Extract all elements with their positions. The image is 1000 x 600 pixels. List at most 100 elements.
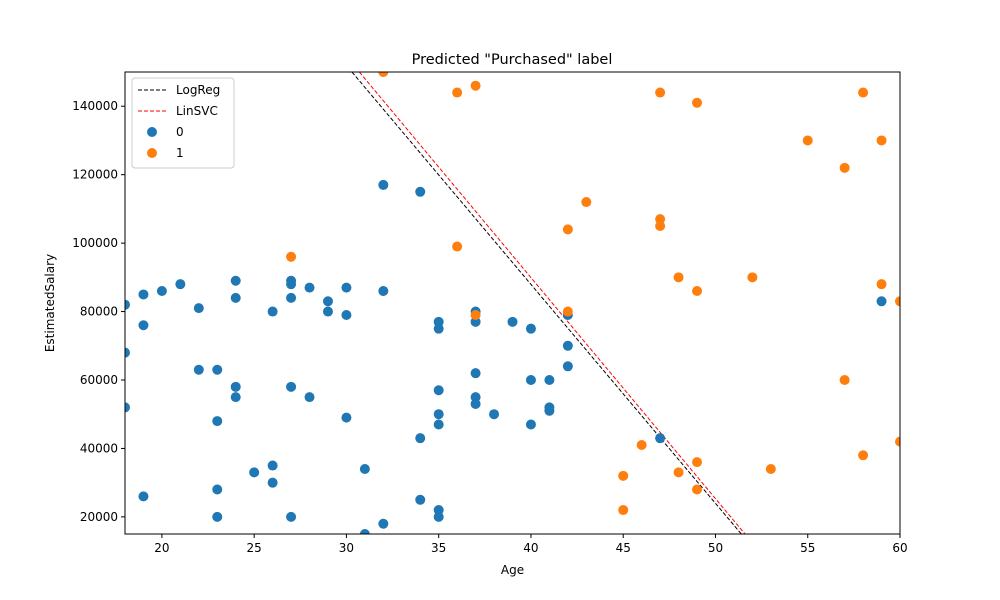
point-class-0: [286, 292, 297, 303]
point-class-0: [138, 320, 149, 331]
point-class-0: [125, 402, 130, 413]
point-class-0: [286, 511, 297, 522]
point-class-0: [341, 282, 352, 293]
point-class-0: [138, 491, 149, 502]
point-class-1: [673, 467, 684, 478]
point-class-0: [415, 433, 426, 444]
legend-label: 1: [176, 146, 184, 160]
point-class-0: [230, 275, 241, 286]
y-tick-label: 140000: [72, 99, 118, 113]
point-class-0: [470, 368, 481, 379]
legend-label: LogReg: [176, 83, 220, 97]
point-class-0: [433, 419, 444, 430]
x-tick-label: 20: [154, 541, 169, 555]
plot-frame: [124, 71, 901, 535]
point-class-0: [433, 316, 444, 327]
point-class-0: [470, 316, 481, 327]
point-class-0: [267, 460, 278, 471]
point-class-1: [452, 87, 463, 98]
point-class-1: [876, 279, 887, 290]
y-tick-label: 60000: [80, 373, 118, 387]
point-class-0: [433, 323, 444, 334]
point-class-1: [452, 241, 463, 252]
x-tick-label: 25: [247, 541, 262, 555]
point-class-1: [636, 440, 647, 451]
x-axis-title: Age: [501, 563, 524, 577]
point-class-0: [359, 463, 370, 474]
point-class-0: [433, 505, 444, 516]
point-class-1: [562, 224, 573, 235]
point-class-1: [839, 375, 850, 385]
point-class-0: [322, 306, 333, 317]
plot-area: [125, 72, 900, 534]
point-class-0: [230, 392, 241, 403]
legend-label: 0: [176, 125, 184, 139]
x-tick-label: 55: [800, 541, 815, 555]
point-class-1: [655, 214, 666, 225]
y-tick-label: 120000: [72, 168, 118, 182]
point-class-0: [544, 405, 555, 416]
point-class-0: [378, 518, 389, 529]
x-tick-label: 50: [708, 541, 723, 555]
legend-marker: [147, 148, 157, 158]
point-class-0: [525, 323, 536, 334]
point-class-1: [692, 286, 703, 297]
point-class-0: [175, 279, 186, 290]
point-class-1: [692, 97, 703, 108]
point-class-0: [267, 477, 278, 488]
point-class-1: [581, 197, 592, 208]
x-tick-label: 45: [616, 541, 631, 555]
y-tick-label: 40000: [80, 441, 118, 455]
point-class-1: [858, 87, 869, 98]
point-class-0: [193, 303, 204, 314]
point-class-0: [267, 306, 278, 317]
point-class-1: [858, 450, 869, 461]
x-tick-label: 60: [892, 541, 907, 555]
point-class-0: [193, 364, 204, 375]
legend: LogReg LinSVC 0 1: [131, 77, 235, 169]
point-class-0: [655, 433, 666, 444]
point-class-0: [378, 286, 389, 297]
point-class-1: [618, 505, 629, 516]
point-class-0: [125, 347, 130, 358]
y-tick-label: 100000: [72, 236, 118, 250]
point-class-0: [304, 392, 315, 403]
point-class-1: [747, 272, 758, 283]
decision-line-logreg: [351, 72, 742, 534]
point-class-1: [655, 221, 666, 231]
point-class-0: [415, 494, 426, 505]
point-class-0: [322, 296, 333, 307]
point-class-0: [562, 340, 573, 351]
point-class-0: [212, 364, 223, 375]
point-class-0: [525, 375, 536, 385]
point-class-0: [230, 381, 241, 392]
point-class-1: [692, 457, 703, 468]
point-class-0: [433, 511, 444, 522]
point-class-0: [125, 299, 130, 310]
point-class-0: [249, 467, 260, 478]
point-class-0: [525, 419, 536, 430]
point-class-0: [562, 361, 573, 372]
point-class-0: [212, 484, 223, 495]
point-class-1: [765, 463, 776, 474]
point-class-0: [212, 511, 223, 522]
point-class-0: [359, 529, 370, 534]
point-class-1: [562, 306, 573, 317]
point-class-1: [378, 72, 389, 77]
point-class-0: [507, 316, 518, 327]
y-axis-title: EstimatedSalary: [43, 254, 57, 352]
point-class-0: [341, 412, 352, 423]
y-tick-label: 80000: [80, 305, 118, 319]
point-class-0: [876, 296, 887, 307]
point-class-0: [378, 179, 389, 190]
point-class-0: [544, 375, 555, 385]
point-class-0: [286, 381, 297, 392]
point-class-1: [286, 251, 297, 262]
x-tick-label: 30: [339, 541, 354, 555]
decision-line-linsvc: [358, 72, 746, 534]
y-tick-label: 20000: [80, 510, 118, 524]
point-class-1: [839, 162, 850, 173]
point-class-0: [415, 186, 426, 197]
point-class-0: [470, 392, 481, 403]
point-class-1: [692, 484, 703, 495]
